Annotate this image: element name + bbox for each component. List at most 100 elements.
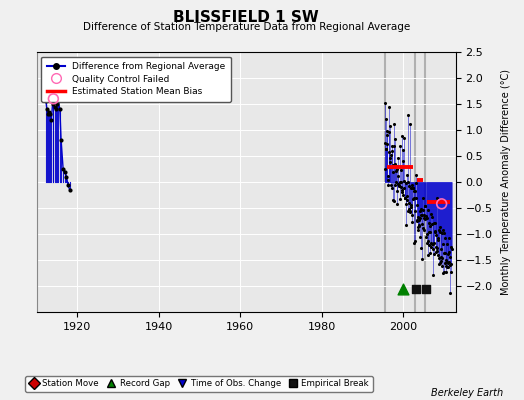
Point [445, 259, 453, 265]
Point [438, 230, 446, 236]
Point [396, 179, 405, 185]
Point [49, 96, 58, 102]
Point [412, 286, 420, 292]
Point [403, 196, 411, 203]
Point [407, 185, 415, 191]
Point [382, 146, 390, 152]
Point [436, 258, 445, 264]
Point [399, 146, 407, 153]
Point [409, 185, 417, 192]
Point [404, 111, 412, 118]
Point [415, 217, 423, 223]
Point [409, 240, 418, 246]
Point [50, 104, 59, 110]
Point [444, 260, 452, 266]
Point [42, 106, 51, 112]
Point [429, 272, 438, 278]
Point [433, 248, 442, 254]
Point [395, 182, 403, 188]
Point [409, 196, 418, 202]
Point [422, 234, 430, 241]
Point [390, 143, 398, 149]
Point [414, 224, 422, 231]
Point [387, 152, 395, 158]
Point [404, 208, 412, 214]
Point [425, 220, 433, 226]
Y-axis label: Monthly Temperature Anomaly Difference (°C): Monthly Temperature Anomaly Difference (… [501, 69, 511, 295]
Point [389, 197, 398, 203]
Point [429, 241, 437, 247]
Point [436, 229, 444, 236]
Point [398, 188, 407, 195]
Point [419, 195, 427, 201]
Point [419, 207, 427, 214]
Point [385, 128, 393, 135]
Point [394, 172, 402, 179]
Point [385, 149, 393, 156]
Point [442, 263, 450, 270]
Point [418, 220, 427, 227]
Point [405, 183, 413, 189]
Point [394, 154, 402, 161]
Point [399, 184, 408, 191]
Point [422, 286, 430, 292]
Point [62, 174, 71, 180]
Point [394, 180, 402, 187]
Point [424, 252, 432, 258]
Point [390, 160, 399, 167]
Point [391, 179, 400, 186]
Point [397, 133, 406, 139]
Point [445, 235, 454, 242]
Point [400, 135, 408, 141]
Point [401, 195, 409, 202]
Point [428, 214, 436, 220]
Point [426, 249, 434, 256]
Point [408, 212, 417, 218]
Point [381, 140, 389, 146]
Point [443, 241, 452, 247]
Point [403, 178, 412, 185]
Point [406, 208, 414, 214]
Point [413, 227, 422, 233]
Point [444, 264, 453, 270]
Point [397, 167, 406, 173]
Point [425, 229, 434, 236]
Point [447, 244, 455, 250]
Point [64, 182, 72, 188]
Point [400, 194, 409, 201]
Point [427, 240, 435, 246]
Text: Difference of Station Temperature Data from Regional Average: Difference of Station Temperature Data f… [83, 22, 410, 32]
Point [423, 238, 432, 245]
Point [431, 244, 440, 250]
Point [395, 183, 403, 190]
Point [434, 227, 443, 233]
Point [435, 260, 444, 266]
Point [407, 204, 416, 210]
Point [421, 203, 430, 209]
Point [383, 141, 391, 147]
Point [56, 106, 64, 112]
Point [45, 108, 53, 115]
Point [392, 168, 400, 174]
Point [405, 206, 413, 212]
Point [380, 166, 389, 172]
Point [396, 179, 404, 185]
Point [403, 193, 411, 199]
Point [438, 255, 446, 262]
Point [52, 106, 60, 112]
Point [439, 270, 447, 276]
Point [391, 182, 400, 188]
Point [46, 111, 54, 118]
Text: Berkeley Earth: Berkeley Earth [431, 388, 503, 398]
Point [439, 241, 447, 248]
Point [388, 143, 396, 149]
Point [402, 172, 411, 178]
Point [391, 135, 399, 142]
Point [384, 182, 392, 188]
Point [54, 98, 62, 104]
Point [406, 121, 414, 128]
Point [386, 159, 394, 166]
Point [390, 198, 399, 204]
Point [49, 96, 58, 102]
Point [395, 143, 403, 150]
